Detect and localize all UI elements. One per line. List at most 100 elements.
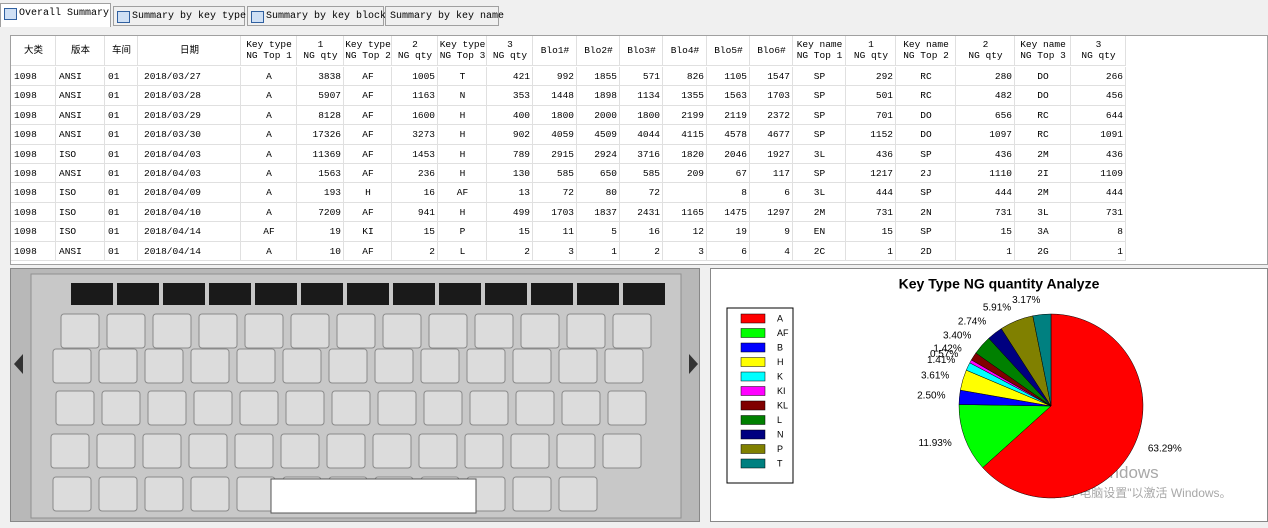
cell-text: 13 bbox=[518, 187, 530, 199]
cell bbox=[487, 105, 533, 126]
cell-text: 2J bbox=[920, 168, 932, 179]
cell bbox=[1015, 202, 1071, 223]
cell bbox=[663, 164, 707, 184]
cell bbox=[750, 125, 793, 145]
cell-text: 236 bbox=[417, 168, 435, 179]
cell-text: 01 bbox=[108, 90, 120, 102]
cell-text: ANSI bbox=[59, 245, 82, 257]
cell bbox=[344, 67, 392, 87]
cell bbox=[896, 144, 956, 164]
legend-swatch bbox=[740, 357, 766, 367]
cell-text: 2199 bbox=[681, 109, 704, 121]
cell-text: 72 bbox=[648, 187, 660, 199]
cell bbox=[1015, 67, 1071, 87]
cell-text: 482 bbox=[994, 90, 1012, 102]
legend-swatch bbox=[740, 400, 766, 411]
keycap bbox=[520, 313, 560, 349]
cell-text: 2915 bbox=[551, 148, 574, 160]
legend-swatch bbox=[740, 313, 766, 324]
keycap bbox=[512, 476, 552, 512]
cell-text: 1005 bbox=[412, 71, 435, 82]
tab[interactable]: Overall Summary bbox=[0, 3, 111, 27]
cell-text: 1453 bbox=[412, 148, 435, 160]
dark-slot bbox=[577, 283, 619, 305]
keycap bbox=[466, 348, 506, 384]
cell bbox=[896, 125, 956, 145]
cell-text: A bbox=[266, 109, 272, 121]
cell-text: L bbox=[459, 245, 466, 257]
header-text: NG Top 1 bbox=[796, 50, 843, 61]
header-text: 1 bbox=[868, 39, 874, 50]
cell-text: 15 bbox=[423, 226, 435, 238]
cell bbox=[138, 222, 241, 242]
cell-text: 8 bbox=[741, 187, 747, 199]
cell bbox=[750, 67, 793, 87]
keyboard-drawing bbox=[14, 273, 698, 519]
header-text: 2 bbox=[412, 39, 418, 50]
cell-text: 501 bbox=[875, 90, 893, 102]
cell bbox=[956, 202, 1015, 223]
cell-text: 992 bbox=[556, 71, 574, 82]
cell-text: AF bbox=[362, 245, 374, 257]
cell bbox=[297, 105, 344, 126]
keycap bbox=[198, 313, 238, 349]
header-text: Blo1# bbox=[540, 45, 570, 56]
cell bbox=[533, 86, 577, 106]
tab-label: Summary by key name bbox=[390, 11, 505, 22]
keycap bbox=[512, 348, 552, 384]
keycap bbox=[328, 348, 368, 384]
cell bbox=[1015, 105, 1071, 126]
cell-text: 01 bbox=[108, 148, 120, 160]
tab[interactable]: Summary by key block bbox=[247, 6, 386, 26]
keycap bbox=[515, 390, 555, 426]
tab[interactable]: Summary by key type bbox=[113, 6, 246, 26]
cell-text: 1091 bbox=[1100, 129, 1123, 141]
header-cell bbox=[1071, 36, 1126, 66]
cell-text: 1475 bbox=[724, 206, 747, 218]
keycap bbox=[96, 433, 136, 469]
cell-text: ISO bbox=[59, 148, 77, 160]
cell bbox=[138, 67, 241, 87]
cell bbox=[620, 164, 663, 184]
cell bbox=[241, 86, 297, 106]
data-table: 大类 版本 车间 日期 Key type NG Top 1 1 NG qty Key type N… bbox=[10, 35, 1268, 265]
cell bbox=[438, 86, 487, 106]
cell-text: 1800 bbox=[551, 109, 574, 121]
cell-text: 2M bbox=[1037, 148, 1049, 160]
cell bbox=[793, 202, 846, 223]
legend-label: P bbox=[777, 444, 783, 454]
cell-text: A bbox=[266, 90, 272, 102]
cell-text: 6 bbox=[784, 187, 790, 199]
cell-text: 941 bbox=[417, 206, 435, 218]
cell-text: 1355 bbox=[681, 90, 704, 102]
cell-text: 3 bbox=[568, 245, 574, 257]
cell-text: 2018/04/03 bbox=[144, 148, 202, 160]
cell bbox=[793, 67, 846, 87]
cell bbox=[793, 241, 846, 261]
cell bbox=[707, 183, 750, 203]
cell-text: 1163 bbox=[412, 90, 435, 102]
cell bbox=[297, 183, 344, 203]
tab[interactable]: Summary by key name bbox=[385, 6, 504, 26]
cell bbox=[793, 125, 846, 145]
cell bbox=[1071, 86, 1126, 106]
legend-swatch bbox=[740, 386, 766, 396]
cell bbox=[1015, 125, 1071, 145]
cell bbox=[846, 125, 896, 145]
cell-text: 456 bbox=[1105, 90, 1123, 102]
cell-text: 10 bbox=[329, 245, 341, 257]
cell-text: 1 bbox=[887, 245, 893, 257]
cell-text: 2N bbox=[920, 206, 932, 218]
cell-text: 11369 bbox=[312, 148, 341, 160]
slice-label: 1.41% bbox=[927, 355, 955, 366]
header-text: NG qty bbox=[1081, 50, 1116, 61]
header-text: Blo4# bbox=[670, 45, 700, 56]
cell-text: 2M bbox=[813, 206, 826, 218]
cell bbox=[793, 183, 846, 203]
cell-text: 4578 bbox=[724, 129, 747, 141]
cell-text: 1098 bbox=[14, 226, 37, 238]
cell bbox=[392, 67, 438, 87]
cell-text: 731 bbox=[1105, 206, 1123, 218]
cell bbox=[1015, 222, 1071, 242]
keycap bbox=[326, 433, 366, 469]
